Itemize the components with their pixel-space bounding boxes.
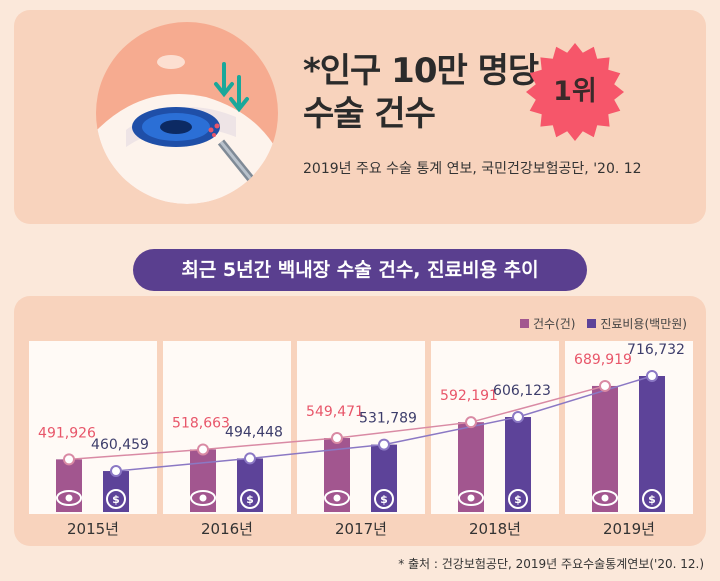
value-label-cost: 716,732 <box>627 342 685 358</box>
down-arrows-icon <box>214 62 249 113</box>
point-cost <box>512 411 524 424</box>
value-label-count: 518,663 <box>172 415 230 431</box>
eye-pupil-icon <box>199 494 207 502</box>
x-tick-label: 2017년 <box>335 520 387 538</box>
point-cost <box>378 438 390 451</box>
money-bag-icon <box>642 489 662 509</box>
point-count <box>465 416 477 429</box>
dollar-sign-icon: $ <box>112 493 120 506</box>
x-tick-label: 2015년 <box>67 520 119 538</box>
dollar-sign-icon: $ <box>380 493 388 506</box>
eye-pupil-icon <box>333 494 341 502</box>
headline-line1: *인구 10만 명당 <box>303 51 539 91</box>
rank-badge: 1위 <box>525 42 625 142</box>
value-label-count: 491,926 <box>38 425 96 441</box>
footnote: * 출처 : 건강보험공단, 2019년 주요수술통계연보('20. 12.) <box>398 557 704 571</box>
value-label-count: 689,919 <box>574 352 632 368</box>
bar-count <box>190 449 216 512</box>
dollar-sign-icon: $ <box>514 493 522 506</box>
money-bag-icon <box>240 489 260 509</box>
point-cost <box>244 452 256 465</box>
eye-icon <box>190 490 216 506</box>
bar-cost <box>103 471 129 512</box>
year-panel <box>431 341 559 514</box>
eye-pupil-icon <box>467 494 475 502</box>
point-count <box>197 443 209 456</box>
x-tick-label: 2019년 <box>603 520 655 538</box>
year-panel <box>565 341 693 514</box>
eye-icon <box>56 490 82 506</box>
year-panel <box>29 341 157 514</box>
section-title: 최근 5년간 백내장 수술 건수, 진료비용 추이 <box>133 249 587 291</box>
legend-item-count: 건수(건) <box>520 315 575 332</box>
x-tick-label: 2018년 <box>469 520 521 538</box>
rank-badge-label: 1위 <box>553 76 597 107</box>
eye-icon <box>592 490 618 506</box>
point-count <box>599 379 611 392</box>
x-tick-label: 2016년 <box>201 520 253 538</box>
money-bag-icon <box>508 489 528 509</box>
bar-cost <box>639 376 665 512</box>
value-label-count: 549,471 <box>306 404 364 420</box>
eye-icon <box>458 490 484 506</box>
dollar-sign-icon: $ <box>246 493 254 506</box>
legend-label-cost: 진료비용(백만원) <box>600 317 687 331</box>
value-label-cost: 494,448 <box>225 424 283 440</box>
value-label-cost: 531,789 <box>359 411 417 427</box>
headline: *인구 10만 명당 수술 건수 <box>303 50 539 136</box>
legend-label-count: 건수(건) <box>533 317 576 331</box>
eye-illustration <box>96 22 278 204</box>
year-panel <box>163 341 291 514</box>
legend-item-cost: 진료비용(백만원) <box>587 315 687 332</box>
source-citation: 2019년 주요 수술 통계 연보, 국민건강보험공단, '20. 12 <box>303 161 642 177</box>
money-bag-icon <box>374 489 394 509</box>
starburst-icon <box>526 43 624 141</box>
point-cost <box>110 465 122 478</box>
headline-line2: 수술 건수 <box>303 94 436 134</box>
chart-legend: 건수(건) 진료비용(백만원) <box>512 315 687 332</box>
dollar-sign-icon: $ <box>648 493 656 506</box>
value-label-count: 592,191 <box>440 388 498 404</box>
eye-pupil-icon <box>601 494 609 502</box>
eye-icon <box>324 490 350 506</box>
money-bag-icon <box>106 489 126 509</box>
value-label-cost: 606,123 <box>493 383 551 399</box>
point-count <box>331 432 343 445</box>
value-label-cost: 460,459 <box>91 437 149 453</box>
point-count <box>63 453 75 466</box>
eye-pupil-icon <box>65 494 73 502</box>
point-cost <box>646 370 658 382</box>
year-panel <box>297 341 425 514</box>
